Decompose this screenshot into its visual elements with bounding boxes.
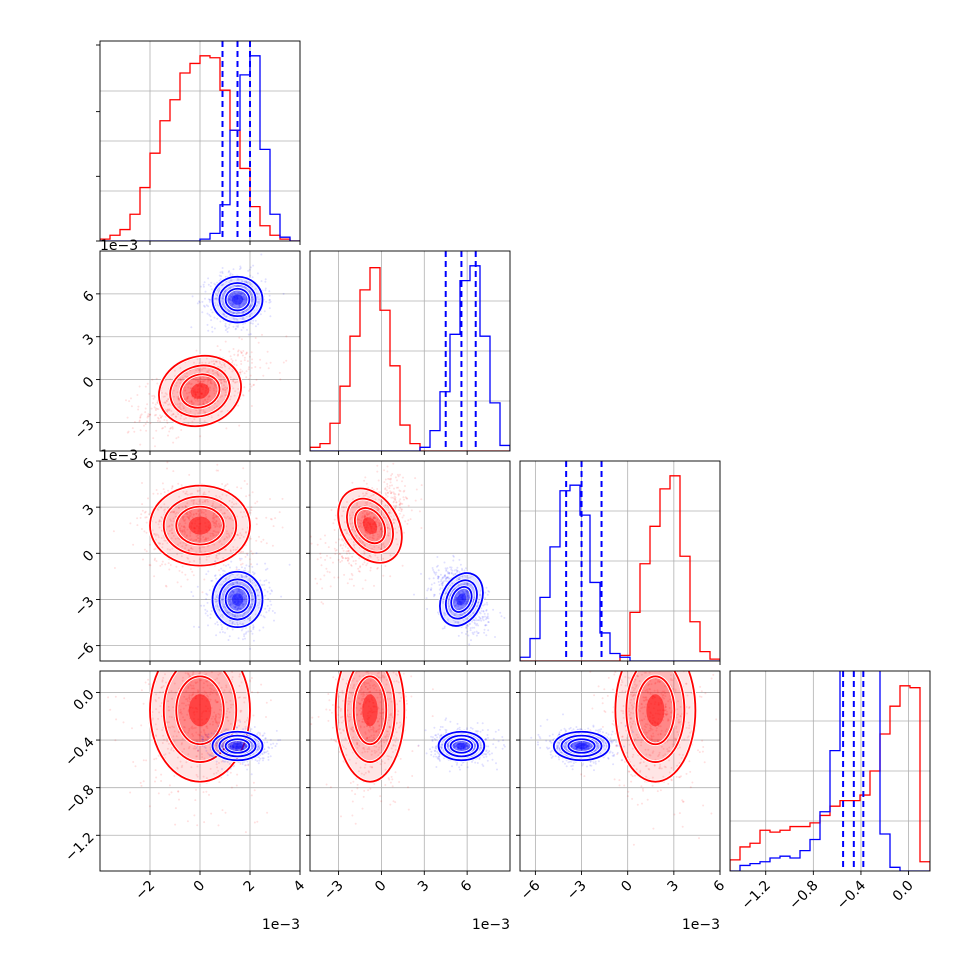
contour-blue bbox=[224, 738, 251, 754]
hist-red-1 bbox=[310, 267, 510, 451]
contour-blue bbox=[439, 572, 484, 627]
contour-red bbox=[352, 675, 388, 746]
x-offset-text: 1e−3 bbox=[472, 917, 510, 933]
x-tick-label: −0.8 bbox=[786, 878, 821, 913]
x-tick-label: 0.0 bbox=[890, 878, 917, 905]
panel-frame bbox=[309, 670, 511, 872]
x-tick-label: 3 bbox=[664, 878, 682, 896]
y-tick-label: 3 bbox=[80, 501, 98, 519]
contour-blue bbox=[224, 287, 251, 312]
contour-blue bbox=[211, 570, 264, 629]
x-tick-label: 0 bbox=[372, 878, 390, 896]
x-tick-label: 0 bbox=[618, 878, 636, 896]
contour-blue bbox=[211, 730, 264, 762]
contour-red bbox=[175, 505, 225, 546]
contour-red bbox=[158, 354, 242, 428]
hist-blue-2 bbox=[520, 484, 720, 661]
contour-blue bbox=[552, 730, 611, 762]
panel-2d-2-1 bbox=[306, 460, 511, 665]
panel-hist-3: −1.2 −0.8 −0.4 0.0 bbox=[729, 670, 931, 913]
x-tick-label: 0 bbox=[191, 878, 209, 896]
x-tick-label: −3 bbox=[321, 878, 347, 904]
y-tick-label: −1.2 bbox=[62, 830, 97, 865]
x-tick-label: −2 bbox=[132, 878, 158, 904]
panel-frame bbox=[729, 670, 931, 872]
contour-red bbox=[353, 507, 387, 545]
y-offset-text: 1e−3 bbox=[100, 238, 138, 254]
y-tick-label: 6 bbox=[80, 455, 98, 473]
y-tick-label: −3 bbox=[72, 417, 98, 443]
panel-2d-2-0: −6 −3 0 3 6 1e−3 bbox=[72, 448, 301, 666]
hist-red-0 bbox=[100, 55, 300, 241]
contour-red bbox=[169, 364, 231, 418]
contour-red bbox=[179, 373, 221, 409]
panel-frame bbox=[519, 460, 721, 662]
hist-blue-1 bbox=[310, 265, 510, 451]
contour-red bbox=[614, 671, 697, 783]
contour-blue bbox=[437, 730, 486, 762]
y-tick-label: −0.4 bbox=[62, 734, 97, 769]
x-tick-label: −6 bbox=[518, 878, 544, 904]
contour-red bbox=[149, 671, 251, 783]
y-tick-label: 0 bbox=[80, 548, 98, 566]
contour-blue bbox=[450, 586, 473, 613]
y-tick-label: 3 bbox=[80, 331, 98, 349]
hist-blue-3 bbox=[730, 671, 930, 871]
panel-2d-3-1: −3 0 3 6 1e−3 bbox=[306, 670, 511, 933]
x-tick-label: −1.2 bbox=[739, 878, 774, 913]
x-tick-label: 4 bbox=[291, 878, 309, 896]
contour-red bbox=[346, 497, 394, 554]
contour-red bbox=[175, 675, 225, 746]
contour-blue bbox=[224, 585, 251, 614]
x-tick-label: 6 bbox=[458, 878, 476, 896]
contour-blue bbox=[443, 734, 479, 758]
x-tick-label: 2 bbox=[241, 878, 259, 896]
x-offset-text: 1e−3 bbox=[682, 917, 720, 933]
y-offset-text: 1e−3 bbox=[100, 448, 138, 464]
panel-frame bbox=[309, 250, 511, 452]
panel-hist-0 bbox=[96, 40, 301, 245]
panel-2d-3-0: −2 0 2 4 1e−3 −1.2 −0.8 −0.4 0.0 bbox=[62, 670, 309, 933]
x-tick-label: −3 bbox=[564, 878, 590, 904]
contour-red bbox=[334, 671, 406, 783]
contour-red bbox=[162, 495, 238, 556]
contour-red bbox=[149, 484, 251, 567]
y-tick-label: −0.8 bbox=[62, 782, 97, 817]
contour-blue bbox=[211, 275, 264, 324]
contour-blue bbox=[218, 578, 257, 621]
x-tick-label: −0.4 bbox=[834, 878, 869, 913]
hist-blue-0 bbox=[100, 55, 300, 241]
x-tick-label: 3 bbox=[415, 878, 433, 896]
y-tick-label: −3 bbox=[72, 594, 98, 620]
panel-hist-2 bbox=[519, 460, 721, 665]
contour-blue bbox=[218, 282, 257, 318]
contour-red bbox=[337, 487, 403, 564]
panel-hist-1 bbox=[309, 250, 511, 455]
contour-blue bbox=[444, 579, 478, 620]
contour-red bbox=[625, 671, 686, 763]
contour-red bbox=[162, 671, 238, 763]
y-tick-label: −6 bbox=[72, 640, 98, 666]
panel-2d-1-0: −3 0 3 6 1e−3 bbox=[72, 238, 301, 455]
panel-frame bbox=[309, 460, 511, 662]
contour-blue bbox=[567, 738, 596, 754]
panel-frame bbox=[519, 670, 721, 872]
y-tick-label: 0 bbox=[80, 374, 98, 392]
contour-blue bbox=[449, 738, 474, 754]
y-tick-label: 6 bbox=[80, 288, 98, 306]
hist-red-2 bbox=[520, 475, 720, 661]
panel-2d-3-2: −6 −3 0 3 6 1e−3 bbox=[516, 670, 729, 933]
contour-red bbox=[344, 671, 396, 763]
contour-blue bbox=[560, 734, 603, 758]
y-tick-label: 0.0 bbox=[71, 687, 98, 714]
contour-blue bbox=[218, 734, 257, 758]
x-tick-label: 6 bbox=[711, 878, 729, 896]
x-offset-text: 1e−3 bbox=[262, 917, 300, 933]
contour-red bbox=[635, 675, 676, 746]
